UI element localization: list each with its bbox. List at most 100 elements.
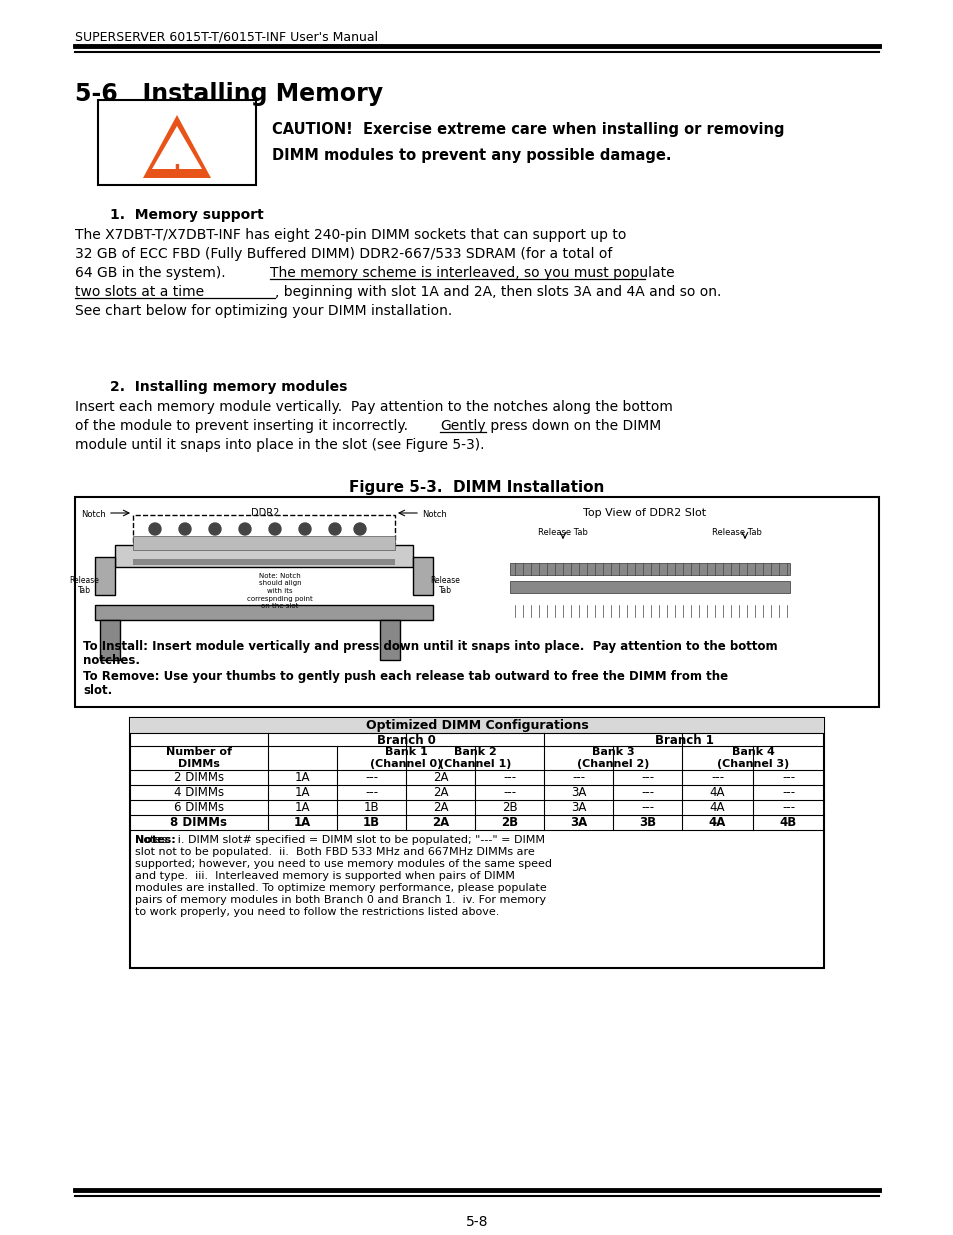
Text: Bank 3
(Channel 2): Bank 3 (Channel 2) [577,747,648,769]
Text: The memory scheme is interleaved, so you must populate: The memory scheme is interleaved, so you… [270,266,674,280]
Text: DIMM modules to prevent any possible damage.: DIMM modules to prevent any possible dam… [272,148,671,163]
Text: 2B: 2B [501,802,517,814]
Text: Number of
DIMMs: Number of DIMMs [166,747,232,769]
Text: ---: --- [640,802,654,814]
Circle shape [329,522,340,535]
Text: 5-6   Installing Memory: 5-6 Installing Memory [75,82,383,106]
Circle shape [239,522,251,535]
Text: 6 DIMMs: 6 DIMMs [173,802,224,814]
Text: Bank 2
(Channel 1): Bank 2 (Channel 1) [438,747,511,769]
Text: module until it snaps into place in the slot (see Figure 5-3).: module until it snaps into place in the … [75,438,484,452]
Text: 4A: 4A [709,802,724,814]
Text: ---: --- [781,771,794,784]
Text: 1B: 1B [363,802,379,814]
Text: Notes:  i. DIMM slot# specified = DIMM slot to be populated; "---" = DIMM: Notes: i. DIMM slot# specified = DIMM sl… [135,835,544,845]
Circle shape [298,522,311,535]
Text: Bank 4
(Channel 3): Bank 4 (Channel 3) [716,747,788,769]
Text: pairs of memory modules in both Branch 0 and Branch 1.  iv. For memory: pairs of memory modules in both Branch 0… [135,895,545,905]
Text: 3A: 3A [569,816,586,829]
Text: two slots at a time: two slots at a time [75,285,204,299]
Circle shape [354,522,366,535]
Text: 3B: 3B [639,816,656,829]
Text: The X7DBT-T/X7DBT-INF has eight 240-pin DIMM sockets that can support up to: The X7DBT-T/X7DBT-INF has eight 240-pin … [75,228,626,242]
Text: 4B: 4B [779,816,797,829]
Text: Gently: Gently [439,419,485,433]
Text: 5-8: 5-8 [465,1215,488,1229]
Text: Release
Tab: Release Tab [69,576,99,595]
Text: Notch: Notch [81,510,106,519]
Text: SUPERSERVER 6015T-T/6015T-INF User's Manual: SUPERSERVER 6015T-T/6015T-INF User's Man… [75,30,377,43]
Bar [130,718,823,734]
Text: 4A: 4A [709,785,724,799]
Text: press down on the DIMM: press down on the DIMM [485,419,660,433]
Text: Top View of DDR2 Slot: Top View of DDR2 Slot [583,508,706,517]
Text: 2 DIMMs: 2 DIMMs [173,771,224,784]
Bar [115,545,413,567]
Text: See chart below for optimizing your DIMM installation.: See chart below for optimizing your DIMM… [75,304,452,317]
Text: 2B: 2B [500,816,517,829]
Text: supported; however, you need to use memory modules of the same speed: supported; however, you need to use memo… [135,860,552,869]
Text: Branch 1: Branch 1 [654,734,713,747]
Bar [100,620,120,659]
Text: Bank 1
(Channel 0): Bank 1 (Channel 0) [370,747,441,769]
Text: slot not to be populated.  ii.  Both FBD 533 MHz and 667MHz DIMMs are: slot not to be populated. ii. Both FBD 5… [135,847,535,857]
Text: ---: --- [502,771,516,784]
Bar [130,718,823,968]
Text: ---: --- [710,771,723,784]
Text: Release Tab: Release Tab [537,529,587,537]
Text: 1.  Memory support: 1. Memory support [110,207,263,222]
Bar [95,557,115,595]
Text: 2A: 2A [432,816,449,829]
Text: and type.  iii.  Interleaved memory is supported when pairs of DIMM: and type. iii. Interleaved memory is sup… [135,871,515,881]
Text: Release
Tab: Release Tab [430,576,459,595]
Text: 1A: 1A [294,785,310,799]
Text: ---: --- [365,771,377,784]
Text: ---: --- [502,785,516,799]
Text: To Remove: Use your thumbs to gently push each release tab outward to free the D: To Remove: Use your thumbs to gently pus… [83,671,727,683]
Circle shape [179,522,191,535]
Bar [132,515,395,543]
Text: slot.: slot. [83,684,112,697]
Text: 32 GB of ECC FBD (Fully Buffered DIMM) DDR2-667/533 SDRAM (for a total of: 32 GB of ECC FBD (Fully Buffered DIMM) D… [75,247,612,261]
Text: ---: --- [640,771,654,784]
Text: 2.  Installing memory modules: 2. Installing memory modules [110,380,347,394]
Text: 4A: 4A [708,816,725,829]
Bar [132,559,395,564]
Text: modules are installed. To optimize memory performance, please populate: modules are installed. To optimize memor… [135,883,546,893]
Text: DDR2: DDR2 [251,508,279,517]
Text: 8 DIMMs: 8 DIMMs [171,816,227,829]
Bar [510,563,789,576]
Text: CAUTION!  Exercise extreme care when installing or removing: CAUTION! Exercise extreme care when inst… [272,122,783,137]
Bar [510,580,789,593]
Bar [95,605,433,620]
Text: ---: --- [640,785,654,799]
Text: 64 GB in the system).: 64 GB in the system). [75,266,234,280]
Text: 4 DIMMs: 4 DIMMs [173,785,224,799]
Circle shape [269,522,281,535]
Text: ---: --- [781,802,794,814]
Circle shape [149,522,161,535]
Text: of the module to prevent inserting it incorrectly.: of the module to prevent inserting it in… [75,419,416,433]
Bar [98,100,255,185]
Text: ---: --- [365,785,377,799]
Text: Insert each memory module vertically.  Pay attention to the notches along the bo: Insert each memory module vertically. Pa… [75,400,672,414]
Text: Optimized DIMM Configurations: Optimized DIMM Configurations [365,719,588,732]
Text: Notch: Notch [421,510,446,519]
Bar [379,620,399,659]
Polygon shape [152,126,202,169]
Text: Branch 0: Branch 0 [376,734,435,747]
Text: 2A: 2A [433,785,448,799]
Text: ---: --- [781,785,794,799]
Text: To Install: Insert module vertically and press down until it snaps into place.  : To Install: Insert module vertically and… [83,640,777,653]
Text: 1B: 1B [362,816,379,829]
Text: ---: --- [572,771,584,784]
Text: Note: Notch
should align
with its
correspnding point
on the slot: Note: Notch should align with its corres… [247,573,313,609]
Polygon shape [143,115,211,178]
Bar [132,536,395,550]
Text: 3A: 3A [570,802,585,814]
Text: 2A: 2A [433,802,448,814]
Bar [75,496,878,706]
Text: Figure 5-3.  DIMM Installation: Figure 5-3. DIMM Installation [349,480,604,495]
Circle shape [209,522,221,535]
Text: 3A: 3A [570,785,585,799]
